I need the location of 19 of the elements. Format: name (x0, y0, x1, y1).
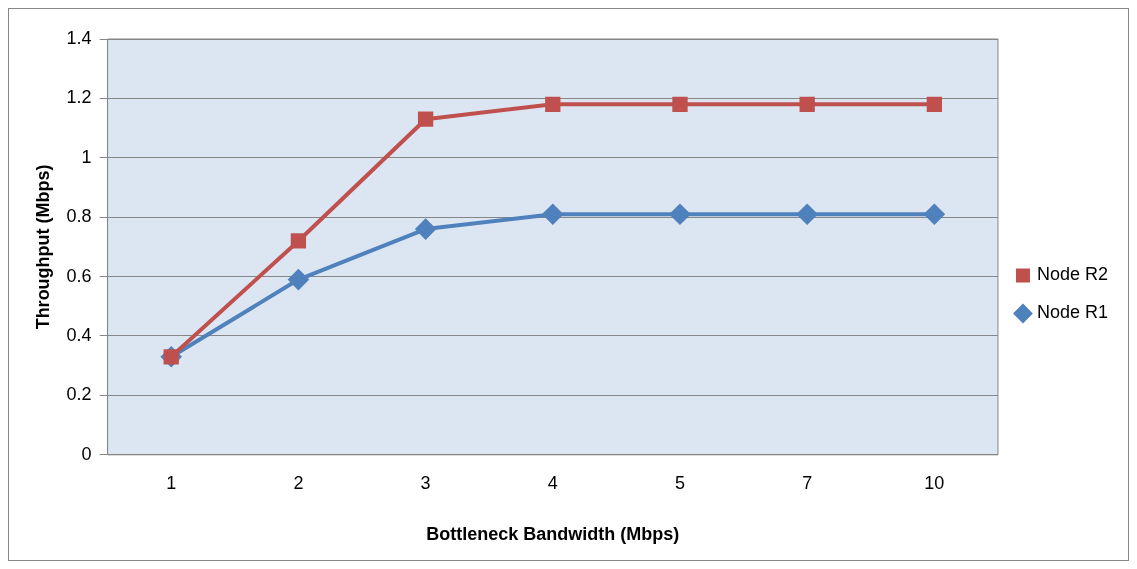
x-axis-title: Bottleneck Bandwidth (Mbps) (426, 524, 680, 545)
x-tick-label: 5 (674, 472, 685, 493)
y-tick-label: 0.4 (66, 324, 92, 345)
y-tick-label: 1.2 (66, 87, 92, 108)
x-tick-label: 7 (802, 472, 813, 493)
y-tick-label: 1 (81, 146, 92, 167)
y-tick-label: 0.2 (66, 384, 92, 405)
x-tick-label: 4 (547, 472, 558, 493)
y-tick-label: 0.8 (66, 206, 92, 227)
legend-label: Node R1 (1036, 302, 1108, 323)
y-axis-title: Throughput (Mbps) (32, 164, 53, 330)
legend-label: Node R2 (1036, 264, 1108, 285)
y-tick-label: 0.6 (66, 265, 92, 286)
x-tick-label: 2 (293, 472, 304, 493)
y-tick-label: 1.4 (66, 27, 92, 48)
x-tick-label: 10 (924, 472, 945, 493)
x-tick-label: 3 (420, 472, 431, 493)
x-tick-label: 1 (166, 472, 177, 493)
y-tick-label: 0 (81, 443, 92, 464)
